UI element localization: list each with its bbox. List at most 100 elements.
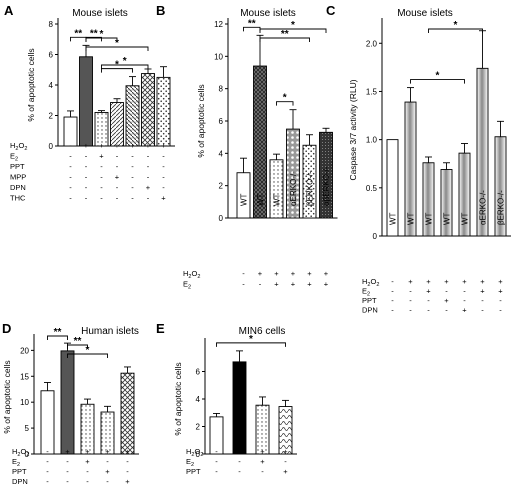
- treatment-sign: +: [125, 477, 130, 486]
- treatment-sign: +: [115, 141, 120, 150]
- treatment-sign: +: [105, 447, 110, 456]
- bar: [386, 139, 399, 237]
- y-tick-label: 5: [25, 424, 30, 433]
- panel-title: Mouse islets: [72, 8, 128, 19]
- y-tick-label: 10: [20, 398, 29, 407]
- treatment-label: PPT: [186, 467, 201, 476]
- treatment-sign: -: [409, 296, 412, 305]
- y-tick-label: 2: [196, 423, 201, 432]
- treatment-sign: -: [445, 306, 448, 315]
- y-tick-label: 8: [219, 85, 224, 94]
- y-tick-label: 10: [214, 52, 223, 61]
- bar: [110, 102, 124, 147]
- treatment-sign: -: [69, 173, 72, 182]
- significance-label: *: [86, 345, 90, 356]
- treatment-sign: -: [427, 306, 430, 315]
- treatment-sign: -: [131, 183, 134, 192]
- treatment-sign: +: [444, 277, 449, 286]
- treatment-sign: -: [46, 447, 49, 456]
- bar: [60, 350, 75, 455]
- treatment-sign: +: [84, 141, 89, 150]
- treatment-sign: +: [237, 447, 242, 456]
- treatment-sign: -: [242, 280, 245, 289]
- treatment-sign: +: [283, 467, 288, 476]
- treatment-sign: -: [215, 467, 218, 476]
- treatment-sign: -: [85, 183, 88, 192]
- category-label: WT: [256, 193, 265, 206]
- treatment-sign: +: [130, 141, 135, 150]
- treatment-sign: -: [46, 477, 49, 486]
- treatment-sign: +: [307, 280, 312, 289]
- significance-bracket: [101, 68, 133, 73]
- treatment-sign: -: [391, 306, 394, 315]
- y-tick-label: 6: [49, 51, 54, 60]
- treatment-sign: -: [86, 467, 89, 476]
- treatment-label: E2: [362, 287, 370, 298]
- significance-label: **: [74, 336, 82, 347]
- treatment-sign: +: [146, 141, 151, 150]
- treatment-sign: -: [162, 162, 165, 171]
- significance-bracket: [47, 335, 68, 340]
- panel-letter: E: [156, 321, 165, 336]
- significance-bracket: [67, 344, 88, 349]
- treatment-sign: -: [100, 183, 103, 192]
- panel-letter: B: [156, 3, 165, 18]
- category-label: WT: [273, 193, 282, 206]
- treatment-label: H2O2: [10, 141, 27, 152]
- treatment-label: H2O2: [12, 447, 29, 458]
- treatment-label: H2O2: [183, 269, 200, 280]
- y-tick-label: 0: [196, 450, 201, 459]
- category-label: WT: [425, 212, 434, 225]
- treatment-sign: -: [85, 194, 88, 203]
- treatment-sign: -: [162, 173, 165, 182]
- significance-label: *: [100, 29, 104, 40]
- treatment-label: DPN: [12, 477, 28, 486]
- category-label: αERKO-/-: [479, 190, 488, 225]
- treatment-sign: +: [125, 447, 130, 456]
- y-tick-label: 2: [49, 112, 54, 121]
- panel-letter: D: [2, 321, 11, 336]
- significance-label: **: [90, 28, 98, 39]
- significance-bracket: [216, 342, 286, 347]
- significance-bracket: [410, 79, 465, 84]
- treatment-sign: -: [85, 152, 88, 161]
- y-tick-label: 6: [196, 368, 201, 377]
- y-tick-label: 12: [214, 20, 223, 29]
- treatment-label: E2: [183, 280, 191, 291]
- treatment-sign: +: [258, 269, 263, 278]
- treatment-label: H2O2: [362, 277, 379, 288]
- significance-label: **: [281, 29, 289, 40]
- treatment-label: PPT: [12, 467, 27, 476]
- y-tick-label: 0: [373, 232, 378, 241]
- y-tick-label: 8: [49, 20, 54, 29]
- significance-label: *: [454, 20, 458, 31]
- treatment-sign: -: [215, 457, 218, 466]
- category-label: βERKO-/-: [306, 171, 315, 206]
- bar: [79, 56, 93, 147]
- treatment-label: PPT: [10, 162, 25, 171]
- y-tick-label: 6: [219, 117, 224, 126]
- y-tick-label: 1.5: [366, 87, 378, 96]
- category-label: WT: [461, 212, 470, 225]
- y-tick-label: 4: [196, 395, 201, 404]
- category-label: WT: [443, 212, 452, 225]
- treatment-sign: +: [99, 141, 104, 150]
- treatment-sign: -: [86, 477, 89, 486]
- significance-label: **: [248, 18, 256, 29]
- treatment-sign: -: [100, 162, 103, 171]
- treatment-sign: +: [85, 447, 90, 456]
- treatment-sign: +: [274, 280, 279, 289]
- y-tick-label: 0.5: [366, 184, 378, 193]
- significance-label: *: [115, 38, 119, 49]
- treatment-sign: -: [162, 183, 165, 192]
- significance-bracket: [67, 353, 108, 358]
- treatment-sign: +: [498, 277, 503, 286]
- chart-panel: D Human islets 0 5 10 15 20 % of apoptotic cell…: [2, 321, 139, 486]
- treatment-sign: -: [106, 457, 109, 466]
- treatment-sign: +: [498, 287, 503, 296]
- treatment-sign: -: [261, 467, 264, 476]
- treatment-sign: -: [481, 306, 484, 315]
- treatment-sign: -: [391, 277, 394, 286]
- treatment-sign: -: [147, 152, 150, 161]
